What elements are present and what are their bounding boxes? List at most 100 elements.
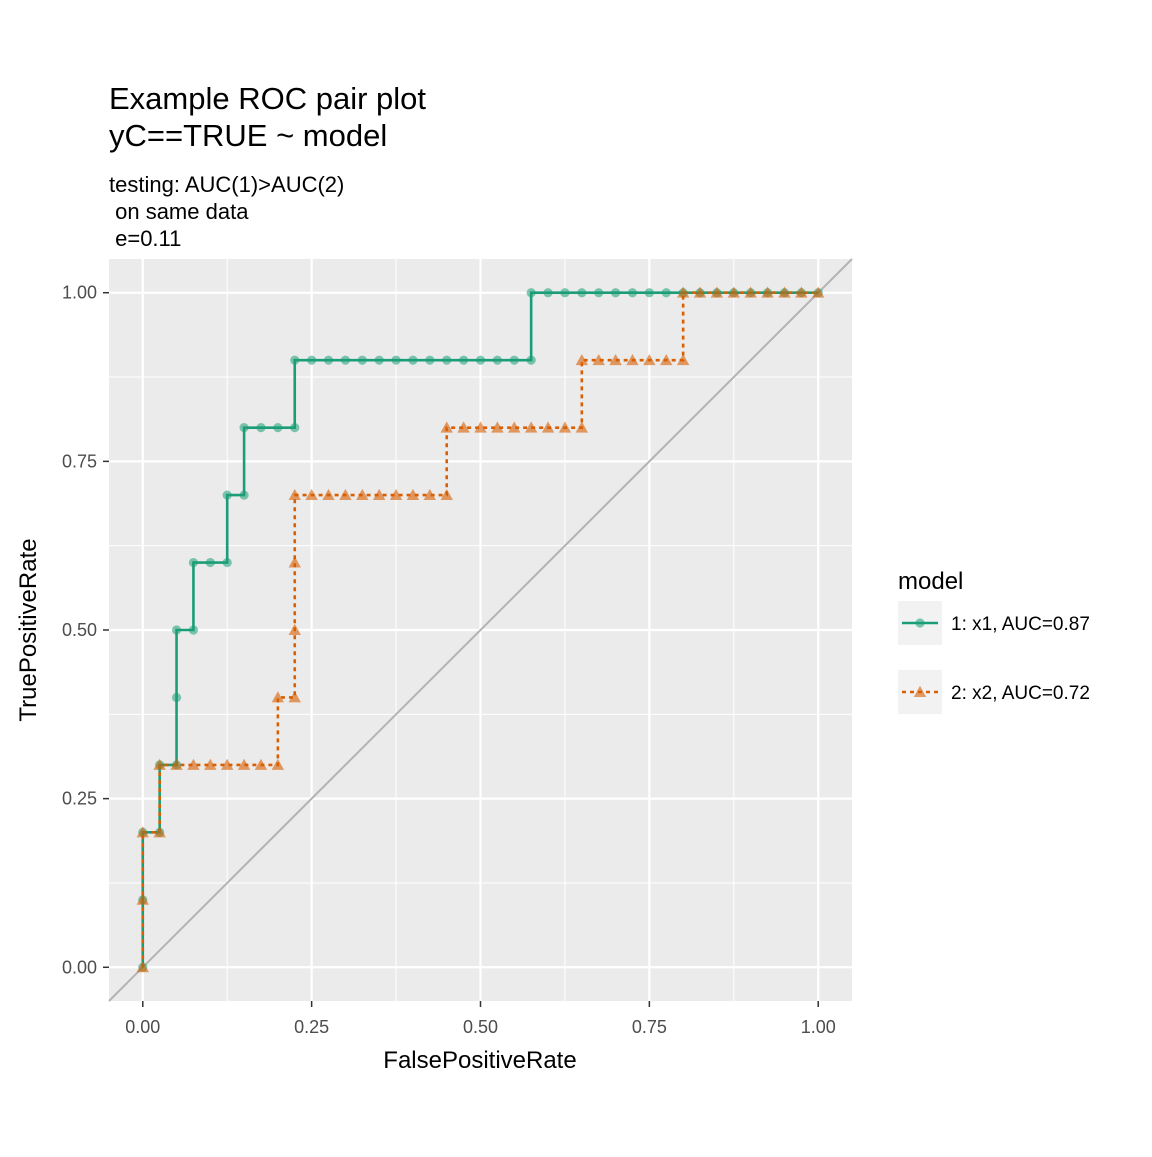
- series-1-point: [644, 288, 654, 298]
- series-2-point: [508, 421, 521, 433]
- series-2-point: [170, 758, 183, 770]
- series-2-point: [710, 286, 724, 298]
- series-2-point: [676, 353, 690, 366]
- series-2-point: [389, 488, 403, 501]
- series-1-point: [290, 355, 300, 365]
- series-2-point: [372, 488, 386, 501]
- series-2-point: [237, 758, 251, 770]
- series-2-point: [761, 286, 774, 298]
- series-1-point: [560, 288, 570, 298]
- series-1-point: [577, 288, 587, 298]
- series-2-point: [136, 961, 149, 973]
- series-2-point: [609, 353, 622, 366]
- series-2-point: [457, 421, 470, 433]
- series-2-point: [187, 758, 200, 770]
- x-tick-label: 1.00: [801, 1017, 836, 1037]
- series-2-point: [136, 893, 149, 905]
- chart-subtitle-line-2: on same data: [109, 199, 249, 224]
- series-2-point: [474, 421, 487, 433]
- y-axis-title: TruePositiveRate: [15, 538, 42, 721]
- series-1-point: [610, 288, 621, 298]
- series-2-point: [744, 286, 757, 298]
- y-tick-label: 0.00: [62, 957, 97, 977]
- chart-subtitle: testing: AUC(1)>AUC(2) on same data e=0.…: [109, 172, 344, 251]
- reference-diagonal-line: [108, 258, 853, 1002]
- series-2-point: [271, 691, 285, 703]
- series-2-point: [524, 421, 538, 433]
- series-1-point: [239, 490, 249, 500]
- series-1-point: [357, 355, 367, 365]
- series-2-point: [727, 286, 740, 298]
- series-2-point: [558, 421, 572, 433]
- series-1-point: [188, 557, 199, 568]
- legend-key-marker: [913, 685, 927, 697]
- legend-label-1: 1: x1, AUC=0.87: [951, 614, 1090, 635]
- series-2-point: [491, 421, 504, 433]
- x-axis-title: FalsePositiveRate: [383, 1047, 576, 1074]
- series-1-point: [442, 355, 452, 365]
- series-1-point: [290, 423, 300, 433]
- series-2-point: [322, 488, 335, 501]
- chart-title: Example ROC pair plot yC==TRUE ~ model: [109, 81, 426, 153]
- series-2-point: [254, 758, 268, 770]
- chart-title-line-2: yC==TRUE ~ model: [109, 118, 387, 153]
- series-2-point: [440, 488, 453, 501]
- series-2-point: [423, 488, 437, 501]
- series-1-point: [273, 423, 283, 433]
- series-1-point: [171, 625, 182, 635]
- y-tick-label: 1.00: [62, 283, 97, 303]
- series-2-point: [305, 488, 318, 501]
- series-2-point: [288, 556, 301, 568]
- series-1-point: [323, 355, 334, 365]
- series-2-point: [676, 286, 690, 298]
- series-2-point: [288, 691, 301, 703]
- axis-ticks: [103, 291, 819, 1007]
- y-tick-label: 0.25: [62, 789, 97, 809]
- series-1-point: [526, 355, 536, 365]
- series-2-point: [592, 353, 605, 366]
- chart-title-line-1: Example ROC pair plot: [109, 81, 426, 116]
- series-2-point: [812, 286, 825, 298]
- reference-diagonal-layer: [108, 258, 853, 1002]
- series-1-point: [307, 355, 317, 365]
- x-tick-label: 0.00: [125, 1017, 160, 1037]
- series-points: [136, 286, 825, 973]
- series-1-point: [391, 355, 401, 365]
- series-2-point: [153, 826, 166, 838]
- series-1-point: [661, 288, 671, 298]
- series-1-point: [526, 288, 536, 298]
- series-1-point: [459, 355, 469, 365]
- series-2-point: [660, 353, 673, 366]
- series-1-point: [492, 355, 502, 365]
- series-1-point: [627, 288, 638, 298]
- series-2-point: [153, 758, 166, 770]
- series-2-point: [693, 286, 707, 298]
- legend-key-marker: [915, 618, 925, 628]
- series-2-point: [643, 353, 656, 366]
- series-1-point: [171, 692, 182, 703]
- series-2-point: [288, 488, 301, 501]
- x-tick-label: 0.50: [463, 1017, 498, 1037]
- legend: model 1: x1, AUC=0.87 2: x2, AUC=0.72: [898, 568, 1090, 714]
- series-1-point: [222, 490, 232, 500]
- series-1-point: [256, 423, 266, 433]
- legend-title: model: [898, 568, 963, 595]
- series-2-point: [626, 353, 639, 366]
- series-2-point: [204, 758, 217, 770]
- series-1-point: [408, 355, 418, 365]
- series-2-point: [575, 353, 589, 366]
- series-2-point: [575, 421, 589, 433]
- series-2-point: [339, 488, 352, 501]
- series-1-point: [425, 355, 435, 365]
- x-tick-label: 0.25: [294, 1017, 329, 1037]
- y-tick-label: 0.50: [62, 620, 97, 640]
- series-1-point: [340, 355, 351, 365]
- series-2-point: [221, 758, 234, 770]
- series-1-point: [509, 355, 519, 365]
- series-1-point: [188, 625, 199, 635]
- series-2-point: [541, 421, 555, 433]
- legend-label-2: 2: x2, AUC=0.72: [951, 683, 1090, 704]
- y-tick-label: 0.75: [62, 451, 97, 471]
